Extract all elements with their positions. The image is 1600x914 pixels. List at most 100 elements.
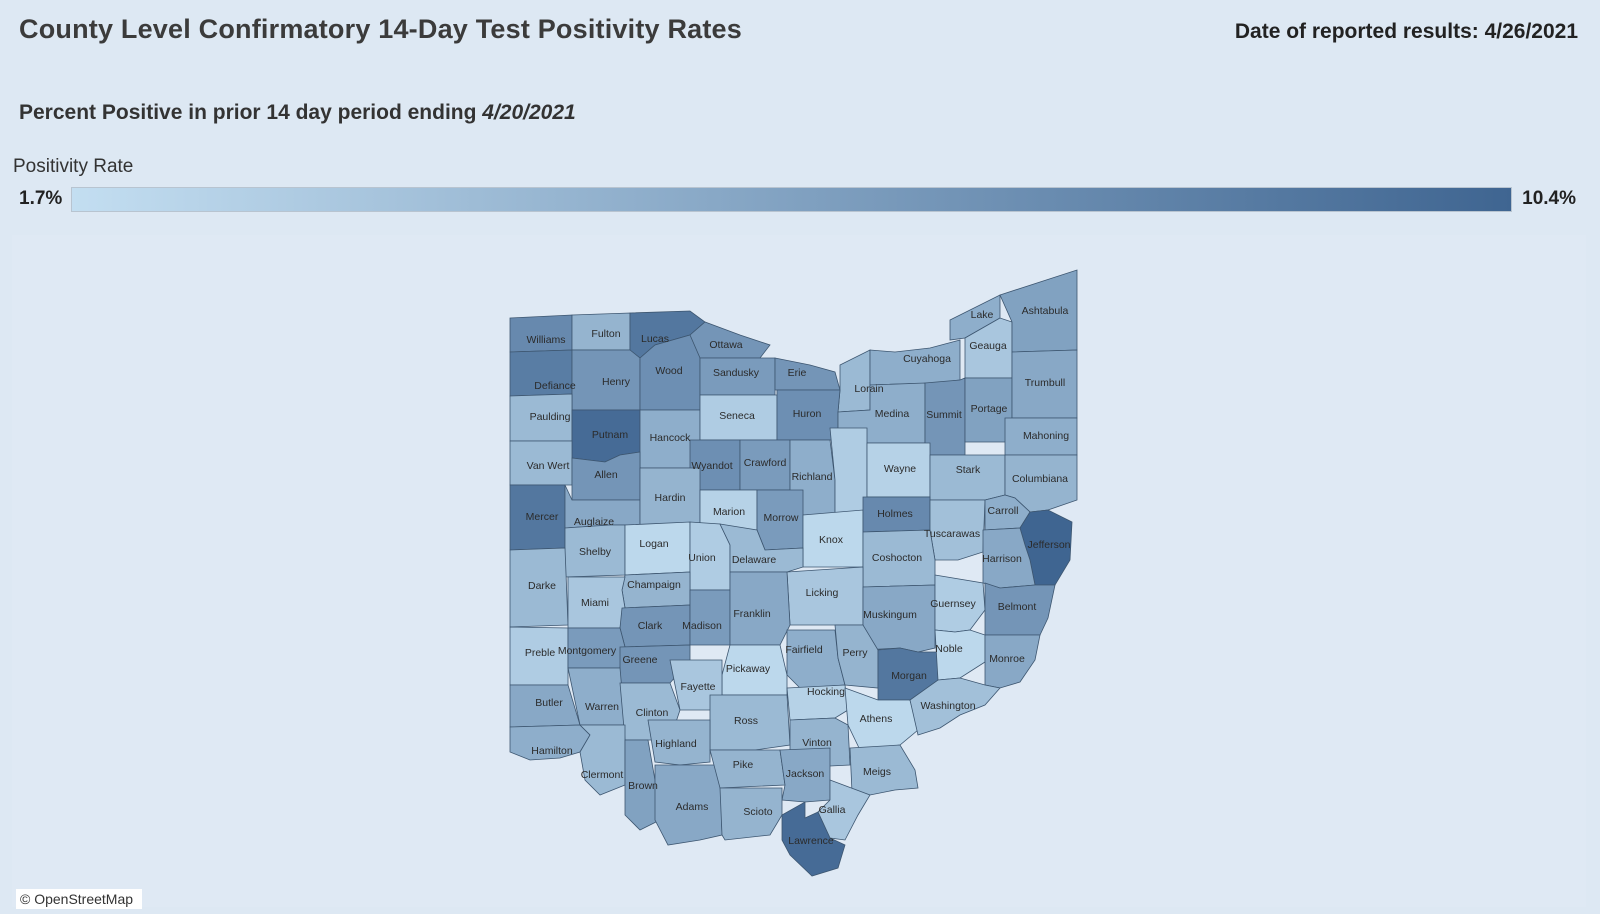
county-label-knox: Knox: [819, 534, 844, 546]
county-erie[interactable]: [774, 357, 841, 391]
county-shape-delaware[interactable]: [719, 523, 804, 573]
county-franklin[interactable]: [729, 571, 791, 646]
county-shape-stark[interactable]: [929, 454, 1006, 501]
county-label-gallia: Gallia: [819, 804, 846, 816]
county-delaware[interactable]: [719, 523, 804, 573]
county-madison[interactable]: [689, 589, 731, 646]
county-shape-noble[interactable]: [934, 629, 986, 681]
county-label-tuscarawas: Tuscarawas: [924, 528, 980, 540]
county-highland[interactable]: [647, 719, 711, 766]
county-label-jefferson: Jefferson: [1028, 539, 1071, 551]
county-shape-belmont[interactable]: [984, 582, 1056, 636]
county-label-brown: Brown: [628, 780, 658, 792]
county-label-crawford: Crawford: [744, 457, 787, 469]
county-label-coshocton: Coshocton: [872, 552, 922, 564]
county-shape-franklin[interactable]: [729, 571, 791, 646]
county-shape-brown[interactable]: [624, 739, 661, 831]
date-reported: Date of reported results: 4/26/2021: [1234, 20, 1578, 43]
county-label-montgomery: Montgomery: [558, 645, 617, 657]
county-label-preble: Preble: [525, 647, 556, 659]
county-label-hamilton: Hamilton: [531, 745, 573, 757]
county-shape-madison[interactable]: [689, 589, 731, 646]
county-label-wayne: Wayne: [884, 463, 916, 475]
county-label-fulton: Fulton: [591, 328, 620, 340]
county-label-lorain: Lorain: [854, 383, 883, 395]
county-label-shelby: Shelby: [579, 546, 612, 558]
county-shape-highland[interactable]: [647, 719, 711, 766]
county-shape-clermont[interactable]: [579, 724, 626, 796]
county-stark[interactable]: [929, 454, 1006, 501]
county-label-fayette: Fayette: [680, 681, 715, 693]
county-label-huron: Huron: [793, 408, 822, 420]
county-label-pike: Pike: [733, 759, 754, 771]
county-label-union: Union: [688, 552, 716, 564]
county-label-wood: Wood: [655, 365, 682, 377]
county-label-franklin: Franklin: [733, 608, 771, 620]
county-label-logan: Logan: [639, 538, 668, 550]
county-shape-athens[interactable]: [844, 687, 919, 751]
county-label-marion: Marion: [713, 506, 745, 518]
ohio-county-map[interactable]: Williams Fulton Lucas Ottawa Defiance Henry Wo…: [12, 235, 1586, 907]
county-label-putnam: Putnam: [592, 429, 628, 441]
county-shape-gallia[interactable]: [817, 779, 871, 841]
county-label-lawrence: Lawrence: [788, 835, 834, 847]
county-label-hancock: Hancock: [650, 432, 692, 444]
county-label-portage: Portage: [971, 403, 1008, 415]
county-label-hocking: Hocking: [807, 686, 845, 698]
county-label-adams: Adams: [676, 801, 709, 813]
county-label-morrow: Morrow: [763, 512, 798, 524]
county-label-morgan: Morgan: [891, 670, 927, 682]
county-label-noble: Noble: [935, 643, 963, 655]
county-label-clinton: Clinton: [636, 707, 669, 719]
county-shape-washington[interactable]: [909, 677, 1001, 736]
county-washington[interactable]: [909, 677, 1001, 736]
county-belmont[interactable]: [984, 582, 1056, 636]
county-label-allen: Allen: [594, 469, 618, 481]
county-shape-lawrence[interactable]: [781, 801, 846, 877]
map-credit[interactable]: © OpenStreetMap: [16, 889, 143, 909]
county-label-muskingum: Muskingum: [863, 609, 917, 621]
county-label-darke: Darke: [528, 580, 556, 592]
county-label-holmes: Holmes: [877, 508, 913, 520]
county-lawrence[interactable]: [781, 801, 846, 877]
county-label-belmont: Belmont: [998, 601, 1037, 613]
county-label-ashtabula: Ashtabula: [1022, 305, 1069, 317]
county-athens[interactable]: [844, 687, 919, 751]
county-shape-hocking[interactable]: [786, 684, 849, 721]
map-panel[interactable]: Williams Fulton Lucas Ottawa Defiance Henry Wo…: [12, 235, 1586, 907]
county-label-auglaize: Auglaize: [574, 516, 614, 528]
county-lorain[interactable]: [837, 349, 871, 413]
county-label-delaware: Delaware: [732, 554, 777, 566]
county-gallia[interactable]: [817, 779, 871, 841]
county-scioto[interactable]: [719, 787, 783, 841]
county-label-perry: Perry: [842, 647, 868, 659]
county-label-scioto: Scioto: [743, 806, 772, 818]
subtitle-text: Percent Positive in prior 14 day period …: [19, 101, 483, 124]
county-shape-erie[interactable]: [774, 357, 841, 391]
county-label-lake: Lake: [971, 309, 994, 321]
legend-max-label: 10.4%: [1522, 188, 1576, 209]
county-shape-lorain[interactable]: [837, 349, 871, 413]
county-label-athens: Athens: [860, 713, 893, 725]
county-label-harrison: Harrison: [982, 553, 1022, 565]
county-label-carroll: Carroll: [988, 505, 1019, 517]
county-label-warren: Warren: [585, 701, 619, 713]
county-clermont[interactable]: [579, 724, 626, 796]
county-label-monroe: Monroe: [989, 653, 1025, 665]
county-noble[interactable]: [934, 629, 986, 681]
county-label-butler: Butler: [535, 697, 563, 709]
county-shape-ashland[interactable]: [829, 427, 868, 516]
page-title: County Level Confirmatory 14-Day Test Po…: [19, 14, 742, 44]
legend-color-bar: [71, 187, 1512, 212]
county-ashland[interactable]: [829, 427, 868, 516]
county-label-hardin: Hardin: [655, 492, 686, 504]
county-brown[interactable]: [624, 739, 661, 831]
county-shape-scioto[interactable]: [719, 787, 783, 841]
county-label-vinton: Vinton: [802, 737, 832, 749]
county-label-stark: Stark: [956, 464, 981, 476]
county-hocking[interactable]: [786, 684, 849, 721]
county-label-cuyahoga: Cuyahoga: [903, 353, 951, 365]
county-label-richland: Richland: [792, 471, 833, 483]
county-label-meigs: Meigs: [863, 766, 891, 778]
county-label-pickaway: Pickaway: [726, 663, 771, 675]
